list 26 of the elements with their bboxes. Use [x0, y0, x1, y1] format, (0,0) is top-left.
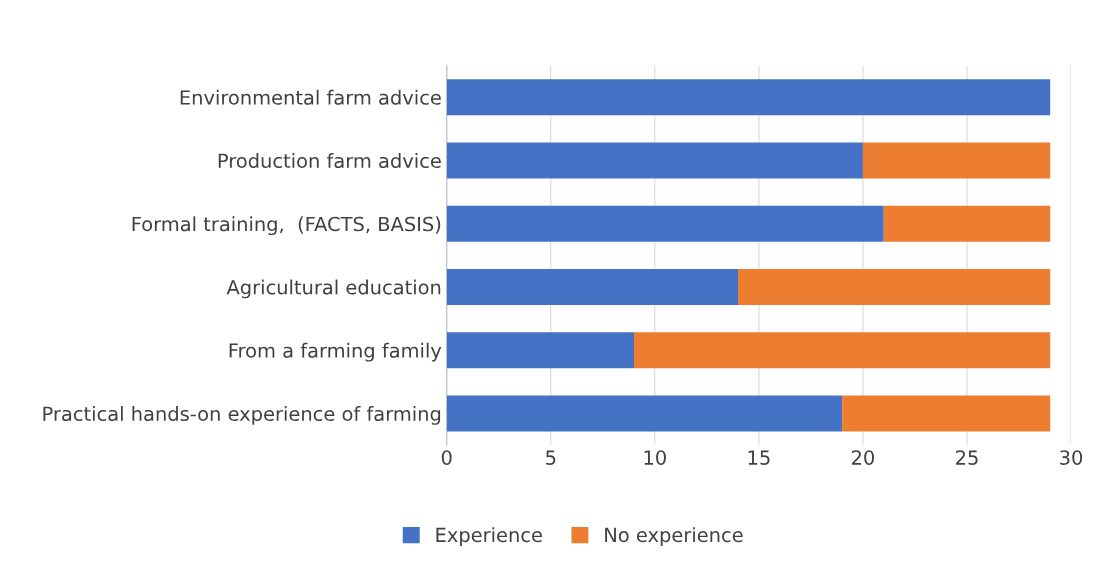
- y-tick-label: Formal training, (FACTS, BASIS): [132, 216, 441, 236]
- bar: [883, 205, 1051, 242]
- legend-label: No experience: [605, 527, 743, 546]
- bar: [446, 79, 1051, 116]
- y-tick-label: Environmental farm advice: [180, 89, 441, 105]
- bar: [446, 395, 843, 432]
- x-tick-label: 25: [956, 450, 978, 465]
- bar: [842, 395, 1051, 432]
- bar: [738, 268, 1051, 305]
- legend-label: Experience: [436, 527, 542, 546]
- y-tick-label: From a farming family: [229, 342, 442, 362]
- bar: [446, 332, 634, 369]
- bar: [446, 268, 739, 305]
- x-tick-label: 30: [1060, 450, 1083, 465]
- bar: [634, 332, 1051, 369]
- bar: [862, 142, 1051, 179]
- y-tick-label: Production farm advice: [218, 153, 441, 169]
- bar: [446, 142, 863, 179]
- x-tick-label: 10: [644, 450, 666, 465]
- x-tick-label: 5: [546, 450, 556, 465]
- y-tick-label: Agricultural education: [226, 279, 441, 299]
- x-tick-label: 20: [851, 450, 874, 465]
- x-tick-label: 0: [441, 450, 452, 465]
- x-tick-label: 15: [748, 450, 770, 465]
- bar: [446, 205, 884, 242]
- y-tick-label: Practical hands-on experience of farming: [43, 406, 441, 425]
